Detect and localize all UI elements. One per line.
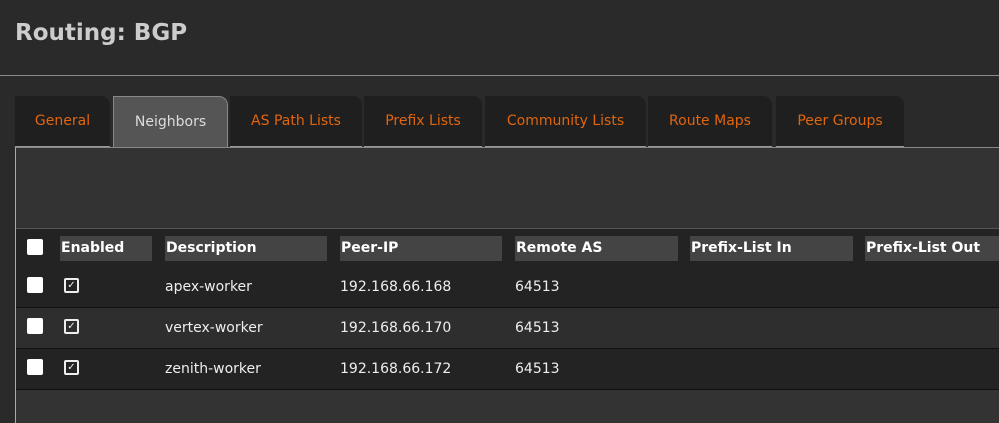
column-enabled[interactable]: Enabled	[60, 236, 152, 261]
enabled-check-icon: ✓	[64, 360, 79, 375]
description: vertex-worker	[165, 320, 263, 336]
tab-neighbors[interactable]: Neighbors	[113, 96, 228, 147]
tab-peer-groups[interactable]: Peer Groups	[776, 96, 904, 147]
enabled-check-icon: ✓	[64, 319, 79, 334]
table-row[interactable]: ✓ vertex-worker 192.168.66.170 64513	[16, 308, 999, 349]
column-prefix-list-out[interactable]: Prefix-List Out	[865, 236, 999, 261]
table-row[interactable]: ✓ zenith-worker 192.168.66.172 64513	[16, 349, 999, 390]
remote-as: 64513	[515, 279, 560, 295]
peer-ip: 192.168.66.172	[340, 361, 452, 377]
enabled-check-icon: ✓	[64, 278, 79, 293]
tab-as-path-lists[interactable]: AS Path Lists	[230, 96, 362, 147]
table-header: Enabled Description Peer-IP Remote AS Pr…	[16, 228, 999, 267]
row-select-checkbox[interactable]	[27, 318, 43, 334]
tab-prefix-lists[interactable]: Prefix Lists	[364, 96, 482, 147]
row-select-checkbox[interactable]	[27, 277, 43, 293]
column-description[interactable]: Description	[165, 236, 327, 261]
select-all-checkbox[interactable]	[27, 239, 43, 255]
neighbors-panel: Enabled Description Peer-IP Remote AS Pr…	[15, 147, 999, 423]
remote-as: 64513	[515, 320, 560, 336]
column-prefix-list-in[interactable]: Prefix-List In	[690, 236, 853, 261]
peer-ip: 192.168.66.170	[340, 320, 452, 336]
divider	[0, 75, 999, 76]
column-peer-ip[interactable]: Peer-IP	[340, 236, 502, 261]
page-title: Routing: BGP	[15, 20, 188, 46]
tab-community-lists[interactable]: Community Lists	[485, 96, 646, 147]
tab-route-maps[interactable]: Route Maps	[648, 96, 772, 147]
remote-as: 64513	[515, 361, 560, 377]
peer-ip: 192.168.66.168	[340, 279, 452, 295]
row-select-checkbox[interactable]	[27, 359, 43, 375]
tab-general[interactable]: General	[15, 96, 110, 147]
description: apex-worker	[165, 279, 252, 295]
column-remote-as[interactable]: Remote AS	[515, 236, 678, 261]
table-row[interactable]: ✓ apex-worker 192.168.66.168 64513	[16, 267, 999, 308]
description: zenith-worker	[165, 361, 261, 377]
